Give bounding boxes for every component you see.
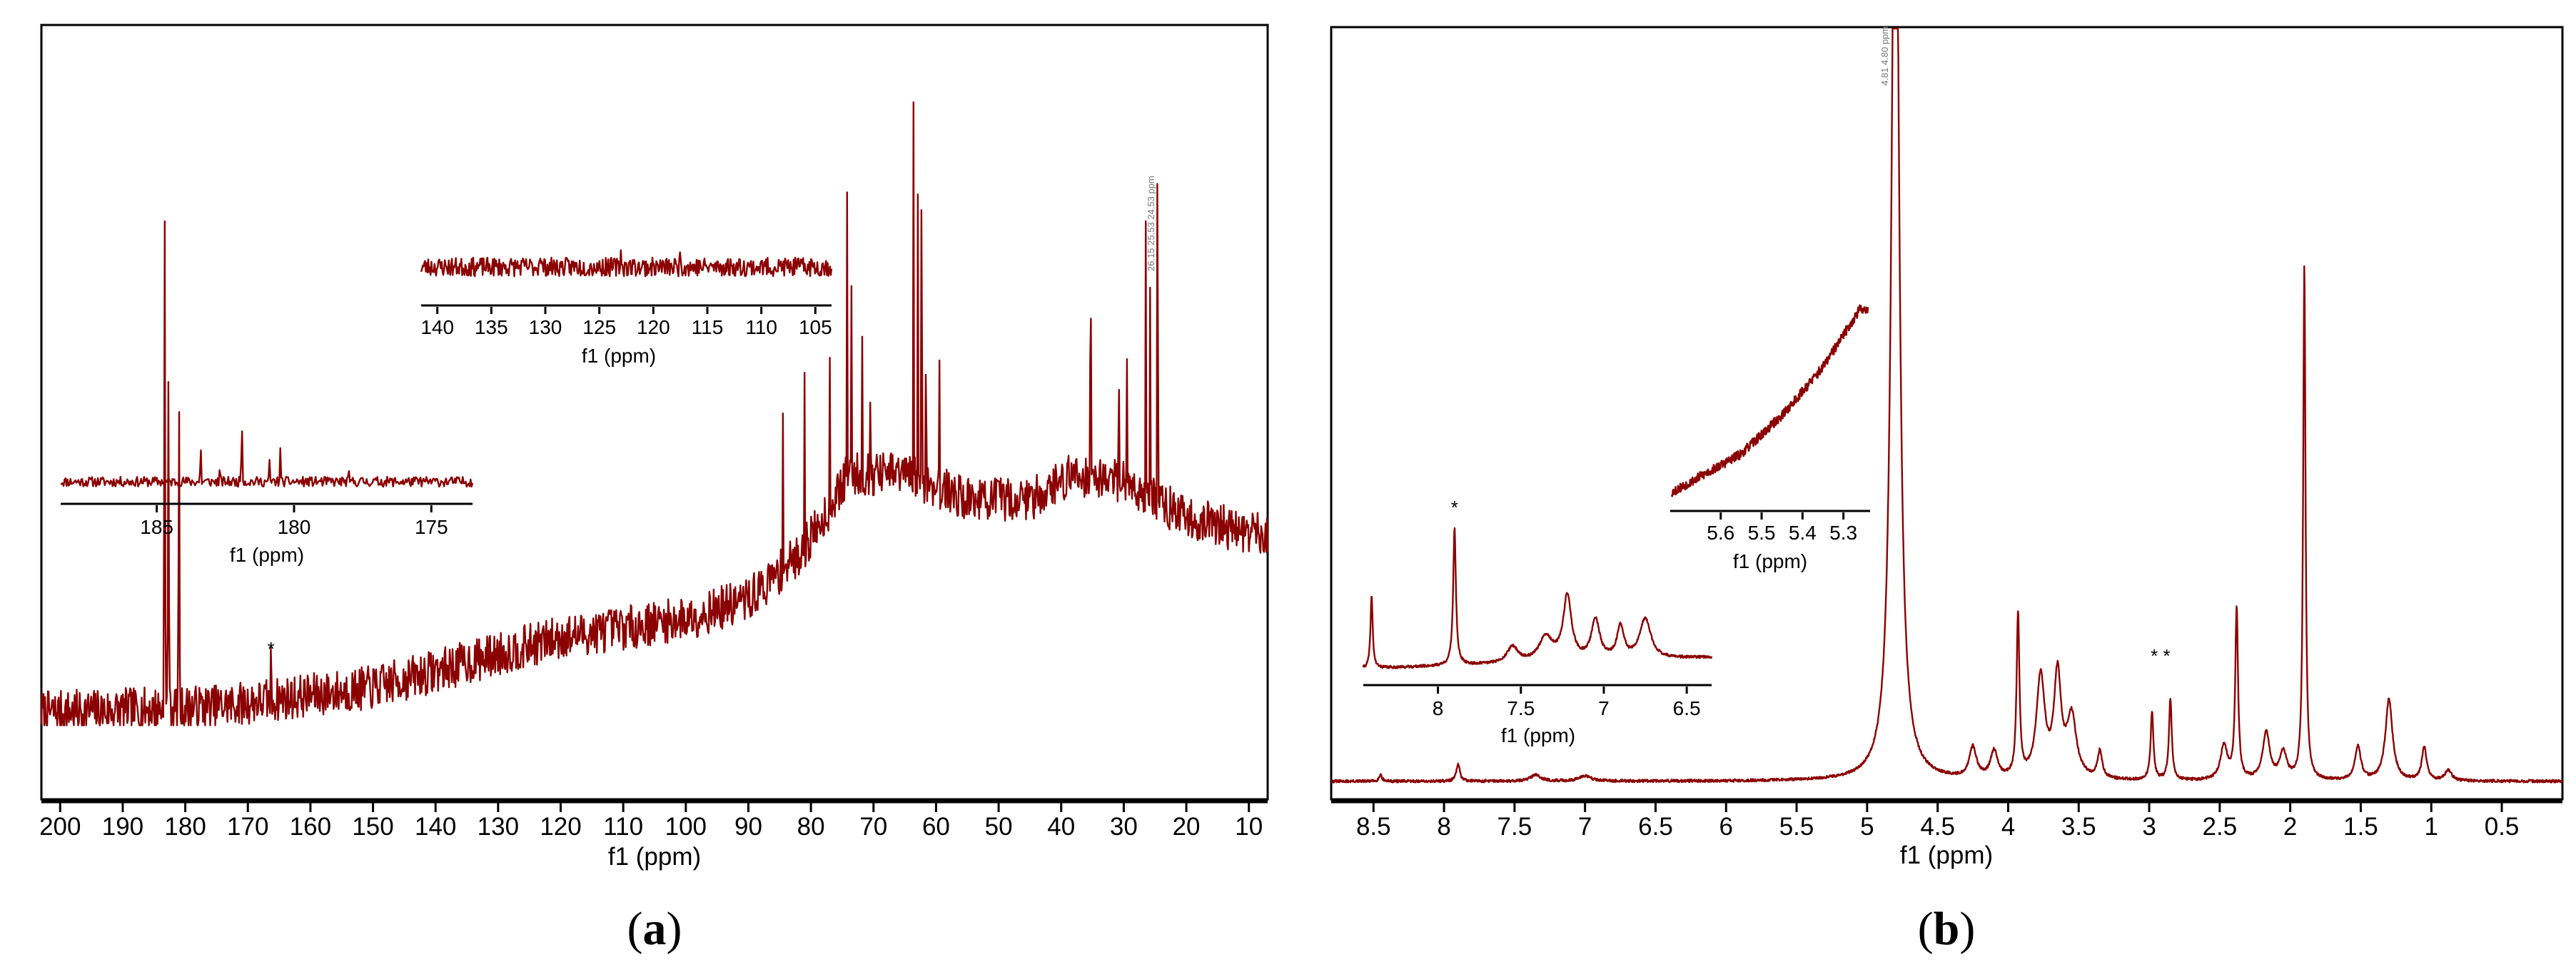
panel-b-tick-label: 6.5 [1638,813,1673,841]
panel-a-tick-label: 150 [352,813,393,841]
panel-b-spectrum-line [1330,27,2564,784]
panel-a-inset-2-tick-label: 115 [692,316,724,338]
panel-b-tick-label: 7 [1578,813,1592,841]
panel-b-ticks: 8.5 8 7.5 7 6.5 6 5.5 5 4.5 4 3.5 3 2.5 2 1.5 1 0.5 [1356,802,2519,841]
panel-b-tick-label: 6 [1719,813,1733,841]
panel-b-tick-label: 0.5 [2485,813,2520,841]
panel-a-inset-2-tick-label: 110 [745,316,777,338]
panel-b-tick-label: 5 [1860,813,1874,841]
panel-b-tick-label: 2 [2283,813,2297,841]
panel-a-tick-label: 120 [540,813,581,841]
panel-b-tick-label: 2.5 [2203,813,2238,841]
panel-a-tick-label: 20 [1173,813,1201,841]
panel-a-tick-label: 190 [102,813,143,841]
panel-a-x-axis-title: f1 (ppm) [608,843,701,871]
panel-b-peak-label: 4.81 4.80 ppm [1879,26,1890,86]
panel-b-tick-label: 7.5 [1497,813,1532,841]
panel-a-tick-label: 80 [797,813,825,841]
panel-b-tick-label: 4 [2001,813,2015,841]
panel-b-tick-label: 8.5 [1356,813,1391,841]
panel-a-inset-2-tick-label: 105 [799,316,832,338]
panel-a-inset-2: 140 135 130 125 120 115 110 105 f1 (ppm) [420,249,833,367]
panel-b-inset-1-ticks: 8 7.5 7 6.5 [1433,687,1701,719]
panel-a-tick-label: 130 [478,813,519,841]
panel-b-inset-1-tick-label: 8 [1433,697,1444,719]
panel-b-tick-label: 1 [2425,813,2438,841]
panel-a-inset-1-axis-title: f1 (ppm) [230,544,304,566]
panel-a-inset-2-spectrum-line [420,249,833,278]
panel-b-inset-1-tick-label: 6.5 [1673,697,1701,719]
panel-a-tick-label: 110 [603,813,643,841]
panel-b-star-annotation: * * [2151,645,2170,667]
panel-a-tick-label: 160 [290,813,331,841]
panel-a-inset-2-tick-label: 135 [475,316,508,338]
panel-a-inset-1-tick-label: 185 [140,516,173,538]
panel-b-x-axis-title: f1 (ppm) [1900,841,1993,869]
panel-b-chart: 8.5 8 7.5 7 6.5 6 5.5 5 4.5 4 3.5 3 2.5 2 1.5 1 0.5 * * … [1330,26,2564,955]
panel-a-inset-1-tick-label: 180 [278,516,311,538]
panel-b-inset-1-tick-label: 7.5 [1507,697,1535,719]
panel-b-inset-2-tick-label: 5.3 [1829,522,1857,544]
panel-a-inset-1-tick-label: 175 [415,516,448,538]
panel-b-inset-1: 8 7.5 7 6.5 * f1 (ppm) [1362,497,1713,746]
panel-b-inset-2-tick-label: 5.6 [1707,522,1734,544]
panel-b-label: (b) [1918,903,1976,955]
panel-a-chart: 200 190 180 170 160 150 140 130 120 110 100 90 80 70 6… [39,24,1269,955]
panel-b-inset-1-spectrum-line [1362,527,1713,669]
panel-a-tick-label: 70 [859,813,887,841]
panel-a-peak-label: 26.15 25.53 24.53 ppm [1146,176,1156,271]
panel-b-inset-1-tick-label: 7 [1598,697,1610,719]
panel-b-inset-1-axis-title: f1 (ppm) [1501,724,1575,746]
panel-a-inset-1: 185 180 175 f1 (ppm) [60,430,474,566]
panel-b-letter: b [1934,903,1960,955]
panel-a-inset-1-ticks: 185 180 175 [140,505,448,538]
panel-b-tick-label: 1.5 [2343,813,2378,841]
panel-b-inset-2-axis-title: f1 (ppm) [1733,550,1807,572]
panel-b-inset-2-tick-label: 5.5 [1748,522,1776,544]
panel-a-star-annotation: * [268,638,275,659]
panel-a-tick-label: 100 [665,813,707,841]
panel-a-ticks: 200 190 180 170 160 150 140 130 120 110 100 90 80 70 6… [39,802,1263,841]
panel-a-tick-label: 40 [1047,813,1075,841]
panel-a-tick-label: 60 [922,813,950,841]
panel-a-tick-label: 30 [1110,813,1138,841]
panel-b-tick-label: 5.5 [1779,813,1814,841]
panel-a-inset-2-tick-label: 140 [420,316,454,338]
panel-a-tick-label: 170 [227,813,268,841]
panel-a-tick-label: 140 [415,813,456,841]
panel-a-inset-2-ticks: 140 135 130 125 120 115 110 105 [420,307,832,338]
panel-a-inset-1-spectrum-line [60,430,474,488]
panel-a-inset-2-tick-label: 120 [637,316,670,338]
panel-b-inset-2-tick-label: 5.4 [1789,522,1817,544]
panel-b-inset-1-star-annotation: * [1451,497,1458,518]
panel-b-frame [1330,26,2564,801]
panel-b-tick-label: 8 [1437,813,1450,841]
panel-a-tick-label: 50 [985,813,1013,841]
panel-a-spectrum-line [40,101,1269,726]
panel-a-tick-label: 10 [1235,813,1263,841]
panel-b-inset-2-spectrum-line [1670,304,1869,497]
panel-b-inset-2: 5.6 5.5 5.4 5.3 f1 (ppm) [1670,304,1870,572]
panel-b-tick-label: 3 [2142,813,2156,841]
panel-a-label: (a) [627,903,682,955]
panel-a-tick-label: 200 [39,813,81,841]
panel-a-frame [40,24,1269,801]
panel-a-letter: a [643,903,667,955]
panel-a-tick-label: 180 [164,813,206,841]
panel-a-inset-2-tick-label: 130 [529,316,562,338]
panel-b-tick-label: 4.5 [1920,813,1955,841]
panel-b-tick-label: 3.5 [2061,813,2096,841]
panel-a-inset-2-axis-title: f1 (ppm) [582,345,656,367]
panel-a-inset-2-tick-label: 125 [582,316,616,338]
panel-a-tick-label: 90 [734,813,762,841]
panel-b-inset-2-ticks: 5.6 5.5 5.4 5.3 [1707,512,1857,544]
